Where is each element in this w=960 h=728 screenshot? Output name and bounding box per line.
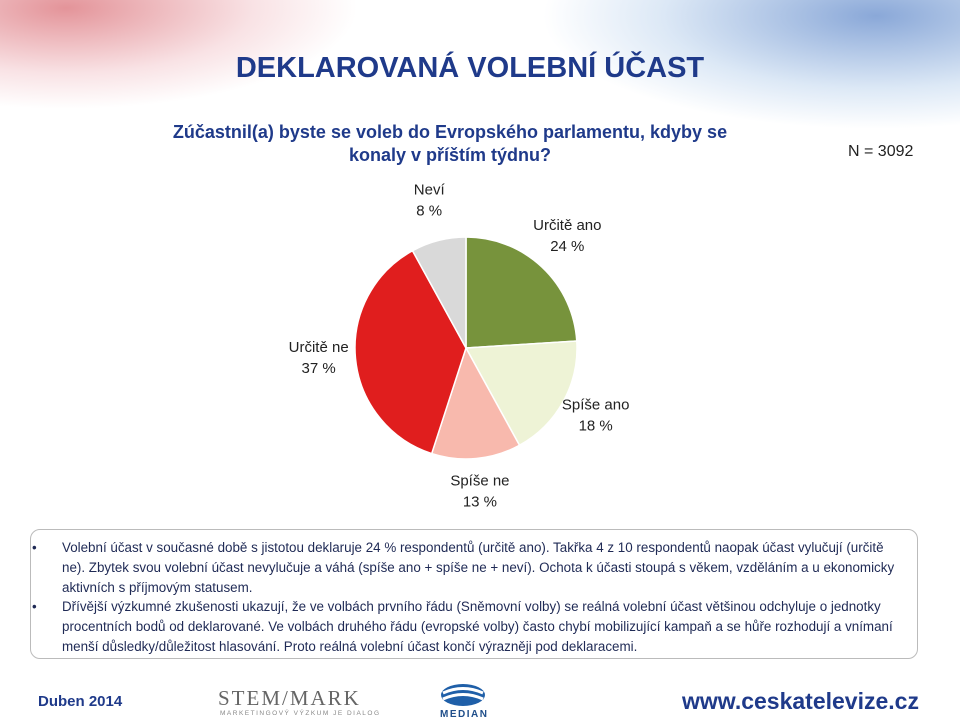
question: Zúčastnil(a) byste se voleb do Evropskéh… <box>172 122 728 165</box>
slice-value: 37 % <box>302 360 336 377</box>
pie-slice <box>464 340 578 447</box>
slice-name: Spíše ano <box>562 396 630 413</box>
pie-slice <box>354 249 467 455</box>
pie-chart: Určitě ano 24 % Spíše ano 18 % Spíše ne 13 % U… <box>289 182 630 511</box>
slice-name: Určitě ne <box>289 339 349 356</box>
slice-label: Spíše ne 13 % <box>450 472 509 510</box>
logo: STEM/MARK <box>218 686 361 710</box>
decoration <box>540 0 960 130</box>
slice-name: Neví <box>414 182 446 199</box>
website: www.ceskatelevize.cz <box>682 688 919 714</box>
bullet: Dřívější výzkumné zkušenosti ukazují, že… <box>32 597 908 657</box>
slice-label: Určitě ano 24 % <box>533 217 601 255</box>
text-box <box>30 529 918 659</box>
slice-value: 18 % <box>579 417 613 434</box>
slice-value: 24 % <box>550 238 584 255</box>
slice-name: Spíše ne <box>450 472 509 489</box>
slice-label: Neví 8 % <box>414 182 446 220</box>
pie-slice <box>411 236 467 349</box>
sample-size: N = 3092 <box>848 143 914 160</box>
slice-name: Určitě ano <box>533 217 601 234</box>
slide-title: DEKLAROVANÁ VOLEBNÍ ÚČAST <box>235 52 705 84</box>
slice-value: 13 % <box>463 493 497 510</box>
decoration <box>0 0 360 110</box>
slice-label: Spíše ano 18 % <box>562 396 630 434</box>
slice-label: Určitě ne 37 % <box>289 339 349 377</box>
date: Duben 2014 <box>38 693 123 710</box>
pie-slice <box>465 236 578 349</box>
logo: MEDIAN <box>440 709 489 720</box>
bullet: Volební účast v současné době s jistotou… <box>32 538 908 598</box>
logo-icon <box>441 684 485 706</box>
slice-value: 8 % <box>416 203 442 220</box>
pie-slice <box>430 346 521 460</box>
logo-tagline: MARKETINGOVÝ VÝZKUM JE DIALOG <box>220 710 381 717</box>
